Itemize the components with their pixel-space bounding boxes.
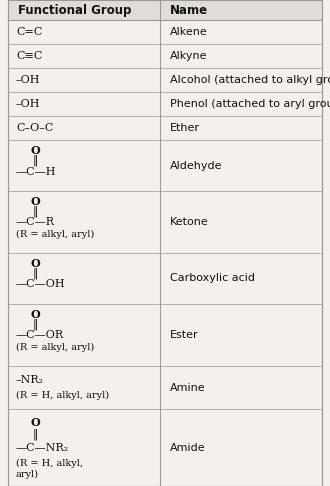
Text: Aldehyde: Aldehyde [170,160,222,171]
Text: —C—OH: —C—OH [16,279,66,290]
Text: ‖: ‖ [33,268,38,279]
Text: (R = alkyl, aryl): (R = alkyl, aryl) [16,230,94,239]
Text: O: O [31,145,40,156]
Text: C=C: C=C [16,27,42,37]
Bar [8,0,322,20]
Text: ‖: ‖ [33,155,38,166]
Text: aryl): aryl) [16,470,39,479]
Text: C≡C: C≡C [16,52,42,61]
Text: Ether: Ether [170,123,200,133]
Text: –OH: –OH [16,75,41,86]
Text: –OH: –OH [16,100,41,109]
Text: —C—H: —C—H [16,167,56,176]
Text: (R = H, alkyl,: (R = H, alkyl, [16,458,83,468]
Text: –NR₂: –NR₂ [16,375,44,385]
Text: —C—NR₂: —C—NR₂ [16,443,69,452]
Text: O: O [31,417,40,428]
Text: Alcohol (attached to alkyl group): Alcohol (attached to alkyl group) [170,75,330,86]
Text: (R = alkyl, aryl): (R = alkyl, aryl) [16,343,94,352]
Text: —C—R: —C—R [16,217,55,227]
Text: —C—OR: —C—OR [16,330,64,340]
Text: O: O [31,258,40,269]
Text: ‖: ‖ [33,206,38,217]
Text: Amide: Amide [170,443,206,452]
Text: Amine: Amine [170,382,206,393]
Text: C–O–C: C–O–C [16,123,53,133]
Text: O: O [31,196,40,207]
Text: Ketone: Ketone [170,217,209,227]
Text: Ester: Ester [170,330,199,340]
Text: Name: Name [170,4,208,17]
Text: Carboxylic acid: Carboxylic acid [170,274,255,283]
Text: ‖: ‖ [33,318,38,330]
Text: Functional Group: Functional Group [18,4,131,17]
Text: Alkene: Alkene [170,27,208,37]
Text: (R = H, alkyl, aryl): (R = H, alkyl, aryl) [16,390,109,399]
Text: ‖: ‖ [33,429,38,440]
Text: O: O [31,309,40,320]
Text: Phenol (attached to aryl group): Phenol (attached to aryl group) [170,100,330,109]
Text: Alkyne: Alkyne [170,52,208,61]
